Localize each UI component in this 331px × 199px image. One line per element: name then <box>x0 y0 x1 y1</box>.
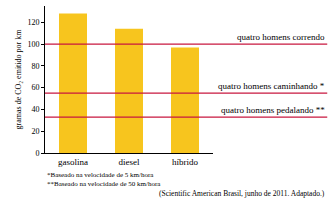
svg-text:100: 100 <box>27 40 39 49</box>
svg-text:quatro homens pedalando **: quatro homens pedalando ** <box>221 105 325 115</box>
svg-text:(Scientific American Brasil, j: (Scientific American Brasil, junho de 20… <box>159 189 325 198</box>
svg-text:*Baseado na velocidade de 5 km: *Baseado na velocidade de 5 km/hora <box>47 171 154 179</box>
svg-text:20: 20 <box>31 127 39 136</box>
svg-text:quatro homens caminhando *: quatro homens caminhando * <box>218 81 325 91</box>
svg-text:80: 80 <box>31 62 39 71</box>
svg-text:gramas de CO₂ emitido por km: gramas de CO₂ emitido por km <box>14 29 23 130</box>
svg-text:120: 120 <box>27 18 39 27</box>
svg-text:60: 60 <box>31 83 39 92</box>
svg-text:diesel: diesel <box>119 157 140 167</box>
svg-text:híbrido: híbrido <box>172 157 198 167</box>
svg-text:quatro homens correndo: quatro homens correndo <box>237 32 325 42</box>
svg-text:**Baseado na velocidade de 50: **Baseado na velocidade de 50 km/hora <box>47 180 161 188</box>
svg-text:40: 40 <box>31 105 39 114</box>
svg-text:gasolina: gasolina <box>58 157 88 167</box>
svg-text:0: 0 <box>35 149 39 158</box>
